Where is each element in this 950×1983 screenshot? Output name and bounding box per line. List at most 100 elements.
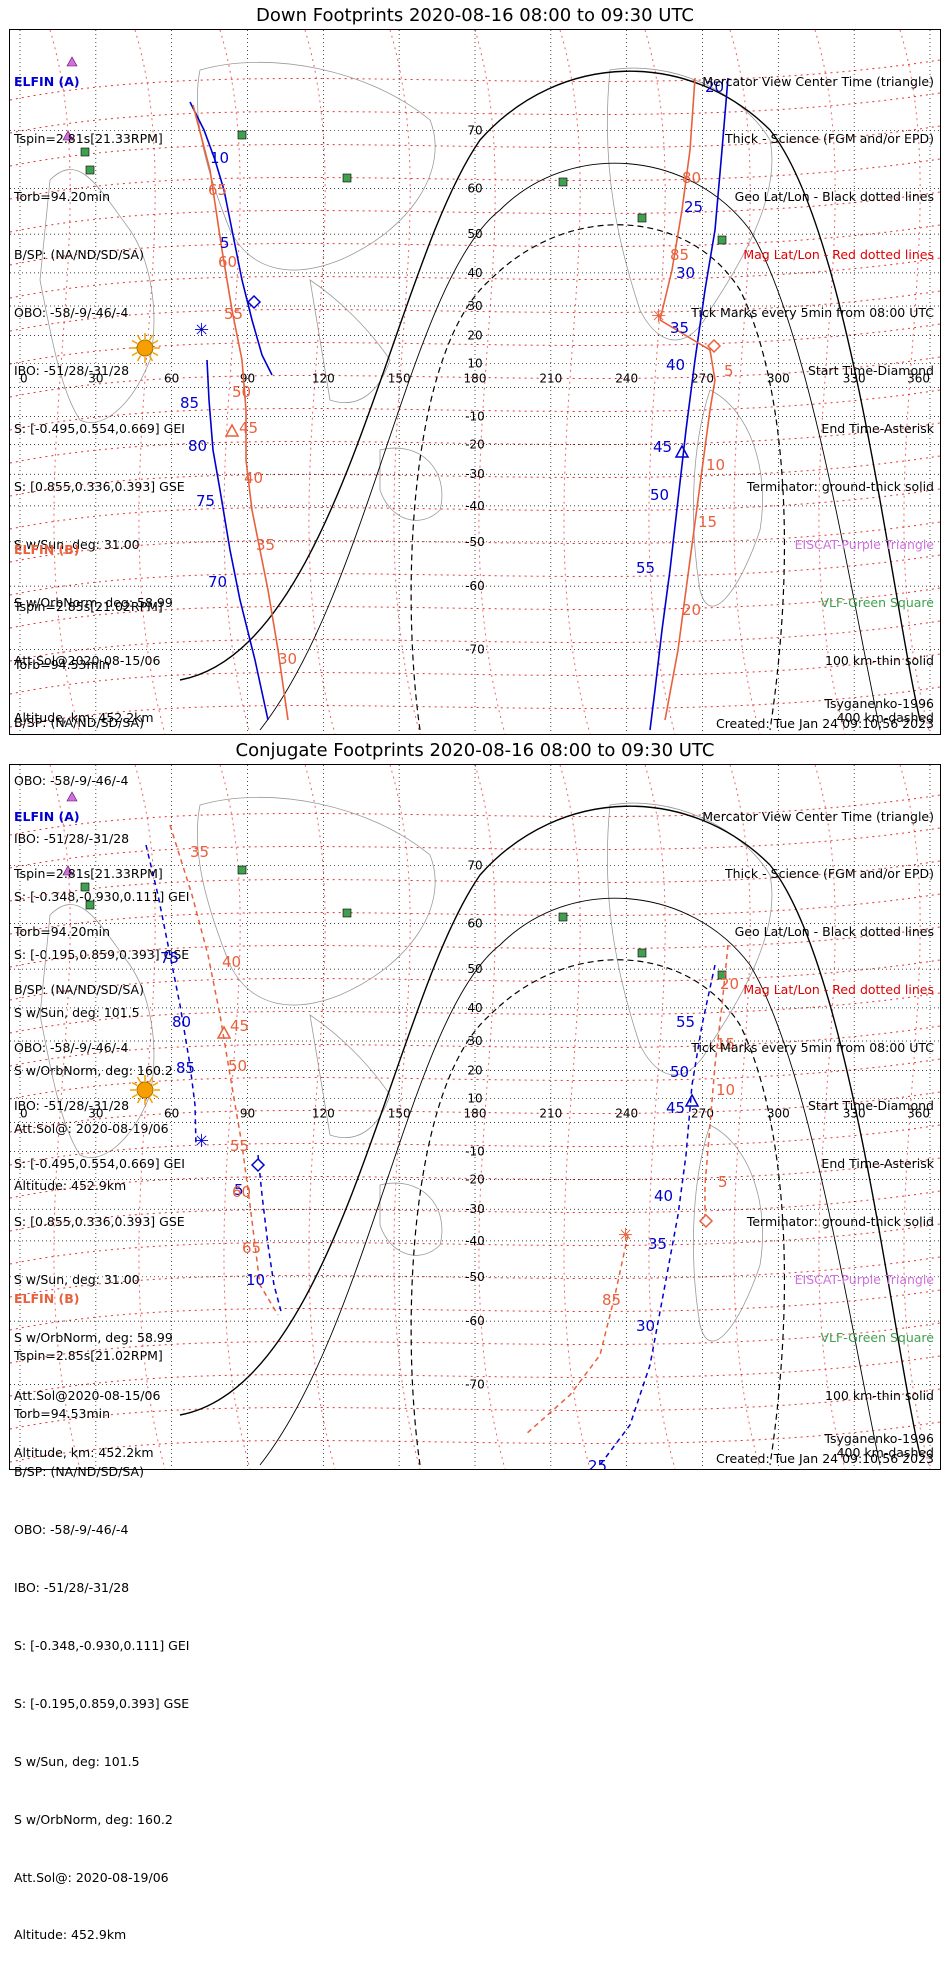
legend-geo: Geo Lat/Lon - Black dotted lines: [734, 924, 934, 940]
mag-lon-line: [219, 765, 251, 1469]
vlf-station-square: [342, 173, 352, 183]
map-canvas-conjugate: 0 30 60 90 120 150 180 210 240 270 300 330 360 70 60 50…: [10, 765, 940, 1469]
elfin-b-tick-label: 60: [232, 1183, 251, 1201]
elfin-a-tick-label: 5: [234, 1181, 244, 1199]
elfin-a-tick-label: 30: [636, 1317, 655, 1335]
eiscat-triangle: [62, 865, 74, 876]
lat-tick-label: -70: [465, 1378, 485, 1392]
sun-icon: [130, 1075, 160, 1105]
elfin-a-track-east: [649, 77, 729, 731]
lat-tick-label: 10: [467, 1092, 482, 1106]
elfin-a-tick-label: 50: [670, 1063, 689, 1081]
lat-tick-label: -50: [465, 1270, 485, 1284]
info-line: Torb=94.53min: [14, 657, 111, 673]
legend-100km: 100 km-thin solid: [825, 652, 934, 668]
legend-ticks: Tick Marks every 5min from 08:00 UTC: [691, 1040, 934, 1056]
elfin-b-header: ELFIN (B): [14, 1290, 80, 1306]
legend-end: End Time-Asterisk: [821, 420, 934, 436]
elfin-a-start-diamond: [246, 294, 262, 310]
lat-tick-label: 60: [467, 916, 482, 930]
info-line: OBO: -58/-9/-46/-4: [14, 773, 129, 789]
info-line: IBO: -51/28/-31/28: [14, 1098, 130, 1114]
continent-outline: [309, 1014, 391, 1138]
lon-tick-label: 360: [907, 372, 930, 386]
mag-lat-line: [10, 893, 940, 935]
elfin-b-tick-label: 55: [230, 1137, 249, 1155]
elfin-b-tick-label: 65: [242, 1239, 261, 1257]
lon-tick-label: 360: [907, 1107, 930, 1121]
elfin-a-start-diamond: [250, 1157, 266, 1173]
created-label-down: Created: Tue Jan 24 09:10:56 2023: [715, 716, 934, 731]
mag-lat-line: [10, 125, 940, 167]
info-line: Att.Sol@: 2020-08-19/06: [14, 1869, 169, 1885]
lon-tick-label: 120: [312, 1107, 335, 1121]
elfin-a-header: ELFIN (A): [14, 808, 80, 824]
continent-outline: [379, 447, 443, 521]
info-line: S: [-0.348,-0.930,0.111] GEI: [14, 888, 190, 904]
elfin-a-track-west: [189, 101, 273, 376]
elfin-b-tick-label: 35: [190, 843, 209, 861]
legend-ticks: Tick Marks every 5min from 08:00 UTC: [691, 305, 934, 321]
elfin-a-tick-label: 40: [666, 356, 685, 374]
mag-lat-line: [10, 1157, 940, 1199]
elfin-a-tick-label: 75: [196, 492, 215, 510]
elfin-a-track-west: [145, 844, 197, 1146]
mag-lon-line: [474, 765, 506, 1469]
lon-tick-label: 270: [691, 1107, 714, 1121]
mag-lat-line: [10, 1091, 940, 1133]
400km-boundary: [410, 959, 786, 1466]
400km-boundary: [410, 224, 786, 731]
elfin-b-track-south: [524, 1234, 629, 1436]
vlf-station-square: [80, 147, 90, 157]
info-line: Tspin=2.81s[21.33RPM]: [14, 131, 163, 147]
vlf-station-square: [717, 970, 727, 980]
lon-tick-label: 30: [88, 372, 103, 386]
elfin-b-header: ELFIN (B): [14, 541, 80, 557]
info-line: S: [-0.195,0.859,0.393] GSE: [14, 946, 190, 962]
elfin-b-tick-label: 5: [724, 362, 734, 380]
info-line: B/SP: (NA/ND/SD/SA): [14, 1464, 144, 1480]
mag-lon-line: [304, 765, 336, 1469]
elfin-b-tick-label: 40: [222, 953, 241, 971]
info-line: Altitude, km: 452.2km: [14, 1445, 154, 1461]
lon-tick-label: 180: [464, 372, 487, 386]
info-line: B/SP: (NA/ND/SD/SA): [14, 247, 144, 263]
vlf-station-square: [558, 177, 568, 187]
mag-lat-line: [10, 323, 940, 365]
elfin-a-tick-label: 20: [705, 78, 724, 96]
mag-lat-line: [10, 1289, 940, 1331]
legend-center: Mercator View Center Time (triangle): [702, 73, 934, 89]
mag-lon-line: [474, 30, 506, 734]
elfin-b-tick-label: 35: [256, 536, 275, 554]
lon-tick-label: 300: [767, 372, 790, 386]
elfin-a-track-west-2: [257, 1154, 283, 1316]
mag-lat-line: [10, 191, 940, 233]
elfin-a-tick-label: 30: [676, 264, 695, 282]
elfin-a-end-asterisk: ✳: [194, 320, 209, 341]
info-line: IBO: -51/28/-31/28: [14, 363, 130, 379]
info-line: S: [-0.495,0.554,0.669] GEI: [14, 1155, 185, 1171]
legend-end: End Time-Asterisk: [821, 1155, 934, 1171]
elfin-a-tick-label: 35: [648, 1235, 667, 1253]
lon-tick-label: 330: [843, 1107, 866, 1121]
vlf-station-square: [80, 882, 90, 892]
lat-tick-label: -20: [465, 438, 485, 452]
lat-tick-label: 20: [467, 329, 482, 343]
map-canvas-down: 0 30 60 90 120 150 180 210 240 270 300 330 360706050…: [10, 30, 940, 734]
lat-tick-label: 30: [467, 1034, 482, 1048]
legend-terminator: Terminator: ground-thick solid: [746, 1213, 934, 1229]
map-frame-down: 0 30 60 90 120 150 180 210 240 270 300 330 360 70 60 50…: [9, 29, 941, 1193]
model-label-conjugate: Tsyganenko-1996: [824, 1431, 934, 1446]
info-line: S w/OrbNorm, deg: 160.2: [14, 1811, 173, 1827]
elfin-a-tick-label: 45: [653, 438, 672, 456]
info-line: IBO: -51/28/-31/28: [14, 1580, 130, 1596]
mag-lon-line: [49, 765, 81, 1469]
eiscat-triangle: [66, 791, 78, 802]
lat-tick-label: 10: [467, 357, 482, 371]
mag-lat-line: [10, 926, 940, 968]
info-line: S w/OrbNorm, deg: 58.99: [14, 594, 173, 610]
mag-lat-line: [10, 158, 940, 200]
elfin-b-center-triangle: [216, 1025, 232, 1039]
panel-title-conjugate: Conjugate Footprints 2020-08-16 08:00 to…: [235, 740, 715, 761]
lon-tick-label: 150: [388, 372, 411, 386]
